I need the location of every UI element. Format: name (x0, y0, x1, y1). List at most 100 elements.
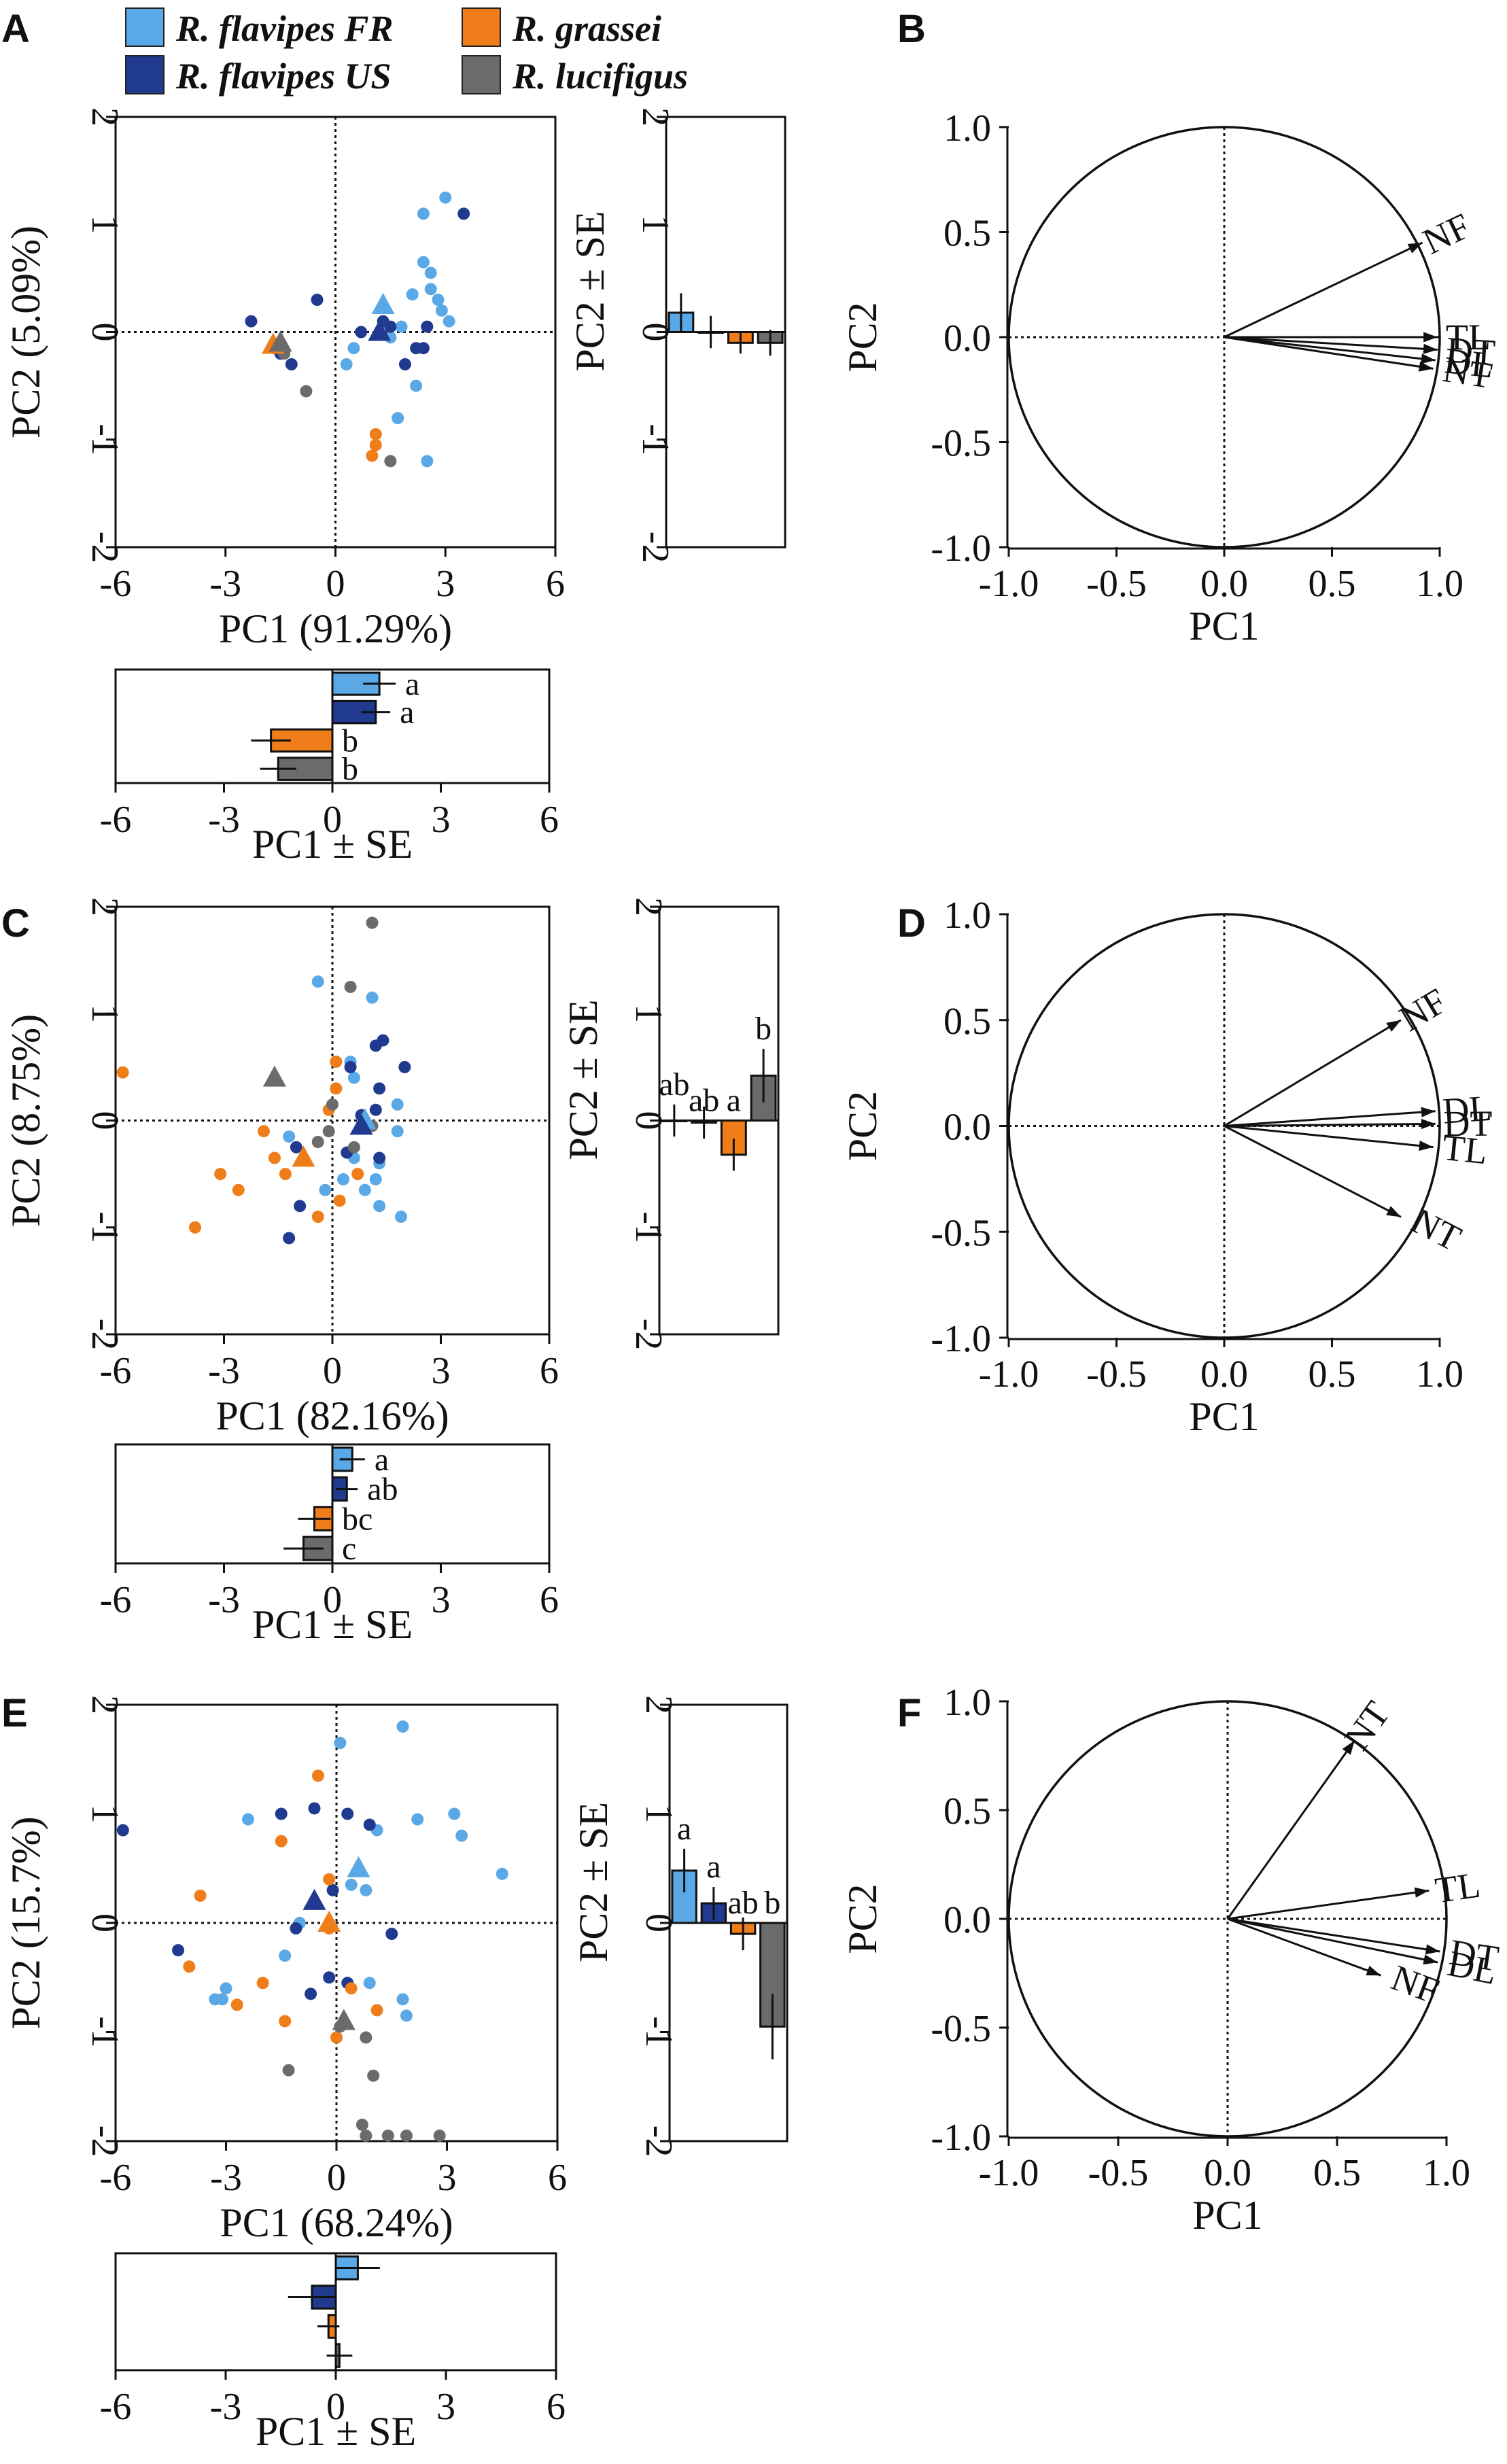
data-point (290, 1922, 302, 1935)
data-point (322, 1125, 335, 1138)
data-point (384, 455, 397, 468)
x-axis-label: PC1 (82.16%) (215, 1393, 449, 1438)
y-tick-label: -1 (84, 2016, 126, 2048)
legend-item: R. grassei (462, 7, 661, 49)
data-point (344, 980, 357, 993)
y-tick-label: -0.5 (931, 423, 991, 465)
y-tick-label: 1 (84, 1004, 126, 1023)
data-point (370, 2004, 383, 2017)
x-tick-label: -3 (208, 1579, 240, 1621)
x-axis-label: PC1 (1189, 604, 1259, 648)
data-point (400, 2129, 413, 2142)
vector-arrowhead (1423, 343, 1438, 354)
centroid-marker (269, 330, 292, 352)
x-tick-label: -6 (100, 1350, 132, 1392)
y-tick-label: 1 (638, 1805, 680, 1824)
data-point (369, 1039, 382, 1052)
x-axis-label: PC1 (68.24%) (220, 2200, 453, 2245)
y-tick-label: -1 (627, 1211, 670, 1243)
vector-label: DL (1444, 1943, 1501, 1992)
data-point (392, 412, 404, 425)
y-axis-label: PC2 (840, 1091, 885, 1161)
vector-label: TL (1446, 317, 1491, 358)
x-tick-label: 0.5 (1309, 563, 1356, 605)
data-point (336, 1173, 349, 1185)
data-point (395, 1211, 408, 1224)
data-point (308, 1802, 321, 1815)
data-point (360, 2129, 373, 2142)
data-point (194, 1889, 207, 1902)
data-point (396, 1720, 409, 1733)
data-point (319, 1183, 332, 1196)
y-tick-label: -0.5 (931, 2008, 991, 2050)
legend-label: R. grassei (512, 8, 661, 49)
y-tick-label: -1.0 (931, 1318, 991, 1360)
x-axis-label: PC1 ± SE (252, 1602, 413, 1647)
centroid-marker (347, 1856, 370, 1877)
significance-letter: a (727, 1083, 741, 1119)
data-point (356, 2118, 368, 2131)
data-point (369, 1173, 382, 1185)
chart-B-correlation-circle: -1.0 -0.5 0.0 0.5 1.0 -1.0 -0.5 0.0 0.5 1.0 PC1 PC2… (840, 107, 1497, 648)
panel-label-b: B (897, 7, 926, 51)
data-point (421, 320, 434, 333)
data-point (347, 342, 360, 355)
centroid-marker (371, 292, 395, 314)
y-tick-label: -2 (84, 2125, 126, 2157)
data-point (232, 1183, 245, 1196)
x-tick-label: -6 (100, 799, 132, 841)
data-point (290, 1141, 302, 1153)
vector-arrowhead (1366, 1965, 1381, 1976)
y-tick-label: 2 (84, 107, 126, 126)
vector-label: DL (1442, 340, 1495, 385)
panel-label-e: E (1, 1691, 28, 1735)
significance-letter: c (342, 1531, 356, 1567)
data-point (188, 1221, 201, 1234)
data-point (410, 342, 423, 355)
loading-vector (1227, 1918, 1438, 1964)
x-tick-label: -6 (100, 563, 132, 605)
vector-arrowhead (1386, 1206, 1401, 1217)
x-tick-label: 1.0 (1416, 1353, 1463, 1395)
data-point (424, 283, 437, 296)
significance-letter: a (405, 666, 419, 702)
x-tick-label: 3 (432, 1579, 451, 1621)
x-tick-label: 6 (548, 2157, 567, 2199)
loading-vector (1224, 241, 1423, 339)
data-point (410, 379, 423, 392)
data-point (351, 1168, 364, 1181)
data-point (355, 326, 368, 339)
data-point (214, 1168, 227, 1181)
data-point (369, 428, 382, 440)
x-tick-label: -1.0 (979, 2152, 1039, 2194)
data-point (421, 455, 434, 468)
loading-vector (1226, 1739, 1355, 1920)
x-tick-label: 0 (326, 563, 345, 605)
loading-vector (1224, 1125, 1434, 1149)
legend-item: R. flavipes US (125, 55, 392, 97)
data-point (457, 207, 470, 220)
data-point (406, 288, 419, 301)
data-point (283, 1232, 296, 1245)
vector-label: TL (1433, 1864, 1483, 1911)
data-point (391, 1125, 404, 1138)
centroid-marker (302, 1888, 326, 1910)
x-axis-label: PC1 ± SE (256, 2409, 416, 2454)
y-tick-label: -2 (84, 1319, 126, 1351)
x-tick-label: -0.5 (1088, 2152, 1149, 2194)
x-tick-label: 3 (436, 563, 455, 605)
data-point (326, 1098, 339, 1111)
y-tick-label: -1 (634, 423, 676, 455)
significance-letter: ab (659, 1066, 689, 1103)
significance-letter: a (400, 695, 414, 731)
chart-F-correlation-circle: -1.0 -0.5 0.0 0.5 1.0 -1.0 -0.5 0.0 0.5 1.0 PC1 PC2… (840, 1682, 1502, 2238)
data-point (439, 191, 452, 204)
data-point (323, 1971, 336, 1984)
vector-label: NF (1417, 205, 1476, 262)
x-tick-label: -3 (210, 2157, 242, 2199)
data-point (333, 1194, 346, 1207)
bar (759, 1922, 786, 2028)
y-tick-label: -1 (84, 423, 126, 455)
significance-letter: ab (367, 1472, 398, 1508)
data-point (363, 1818, 376, 1831)
